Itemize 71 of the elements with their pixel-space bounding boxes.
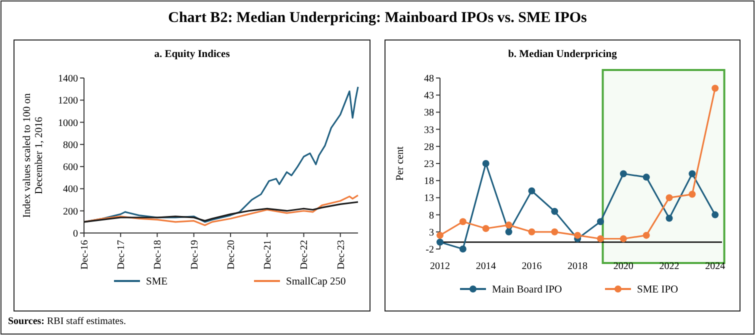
y-tick-label: -2: [426, 244, 434, 256]
x-tick-label: 2016: [522, 261, 542, 272]
point: [551, 208, 558, 215]
y-tick-label: 33: [424, 124, 434, 136]
x-tick-label: Dec-19: [189, 240, 200, 270]
point: [459, 246, 466, 252]
legend-label: SME IPO: [637, 284, 679, 296]
text: Chart B2: Median Underpricing: Mainboard IPOs vs. SME IPOs: [168, 10, 588, 26]
line-series: [83, 194, 359, 226]
point: [712, 84, 719, 92]
y-tick-label: 18: [424, 176, 434, 188]
y-tick-label: 3: [429, 227, 434, 238]
x-tick-label: Dec-17: [116, 240, 128, 270]
line-series: [83, 201, 359, 223]
y-axis-title: Index values scaled to 100 on December 1, 2016: [22, 92, 45, 218]
point: [596, 218, 604, 226]
y-tick-label: 800: [63, 140, 78, 151]
point: [459, 218, 466, 226]
point: [436, 232, 444, 239]
point: [596, 235, 604, 242]
x-tick-label: 2014: [476, 261, 496, 272]
point: [505, 228, 512, 236]
legend-label: SME: [146, 276, 168, 288]
point: [436, 238, 444, 246]
point: [712, 211, 719, 218]
x-tick-label: 2018: [568, 261, 588, 272]
y-tick-label: 28: [424, 142, 434, 153]
x-tick-label: Dec-22: [299, 240, 310, 270]
y-tick-label: 400: [63, 184, 78, 196]
point: [620, 170, 627, 178]
point: [551, 228, 558, 236]
x-tick-label: 2024: [705, 261, 726, 272]
point: [642, 232, 650, 239]
point: [574, 232, 582, 239]
point: [620, 235, 627, 242]
point: [528, 228, 536, 236]
x-tick-label: Dec-20: [226, 240, 238, 270]
point: [642, 174, 650, 181]
x-tick-label: Dec-16: [80, 240, 90, 270]
y-tick-label: 200: [63, 206, 78, 218]
point: [482, 160, 490, 167]
y-tick-label: 38: [424, 108, 434, 119]
x-tick-label: Dec-18: [152, 240, 164, 270]
chart-title: a. Equity Indices: [154, 49, 230, 60]
point: [482, 224, 490, 232]
x-tick-label: 2020: [613, 261, 634, 272]
x-tick-label: Dec-23: [336, 240, 347, 270]
y-tick-label: 8: [429, 210, 434, 222]
point: [528, 187, 536, 194]
point: [688, 170, 696, 178]
y-tick-label: 600: [63, 162, 78, 174]
y-tick-label: 43: [424, 90, 434, 102]
legend-label: Main Board IPO: [492, 284, 562, 296]
point: [505, 222, 512, 229]
x-tick-label: Dec-21: [262, 240, 274, 270]
y-tick-label: 0: [73, 228, 78, 240]
chart-title: b. Median Underpricing: [508, 49, 618, 60]
y-tick-label: 1200: [58, 96, 78, 107]
source-note: Sources: RBI staff estimates.: [8, 316, 126, 327]
point: [688, 190, 696, 198]
y-tick-label: 1000: [58, 118, 78, 129]
y-tick-label: 13: [424, 193, 434, 204]
y-tick-label: 1400: [58, 74, 78, 84]
legend-label: SmallCap 250: [286, 276, 346, 288]
y-tick-label: 23: [424, 159, 434, 170]
x-tick-label: 2022: [659, 261, 680, 272]
y-tick-label: 48: [424, 74, 434, 84]
point: [666, 214, 673, 222]
y-axis-title: Per cent: [395, 146, 406, 181]
point: [666, 194, 673, 202]
x-tick-label: 2012: [430, 261, 450, 272]
